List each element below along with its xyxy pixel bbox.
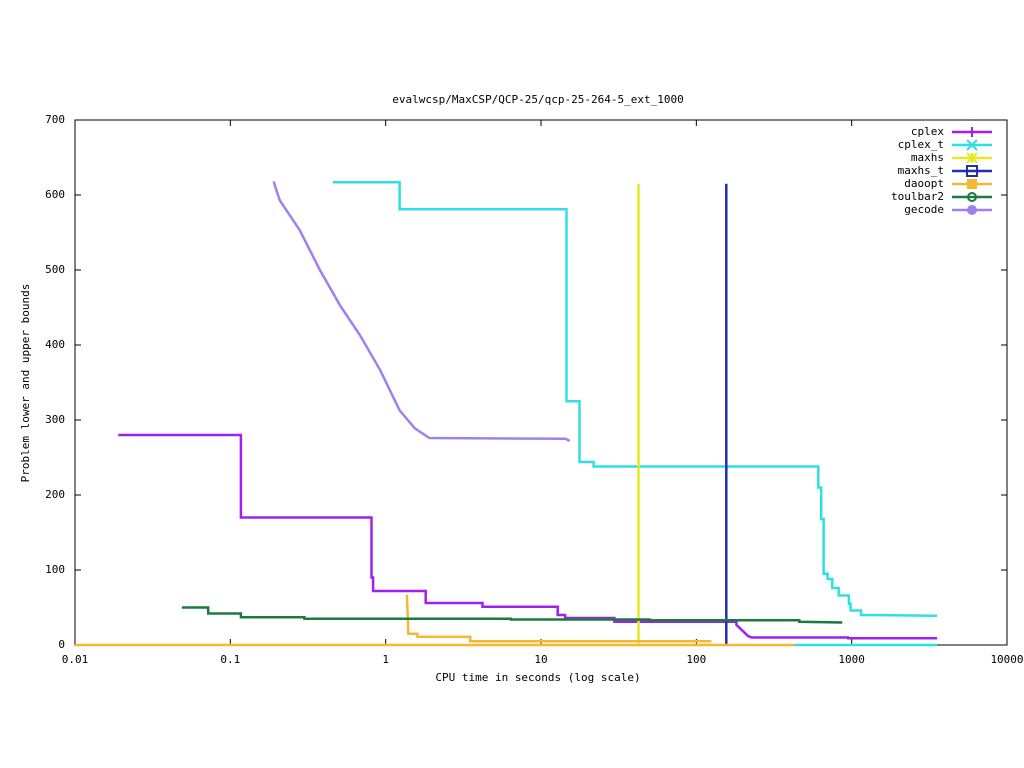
y-tick-label: 400 [45,338,65,351]
legend-label: maxhs [911,151,944,164]
legend-label: daoopt [904,177,944,190]
legend-marker [967,192,977,202]
chart-title: evalwcsp/MaxCSP/QCP-25/qcp-25-264-5_ext_… [392,93,683,106]
legend-marker [966,139,978,151]
series-line [332,181,938,647]
x-tick-label: 100 [686,653,706,666]
legend-label: toulbar2 [891,190,944,203]
y-axis-label: Problem lower and upper bounds [19,284,32,483]
y-tick-label: 700 [45,113,65,126]
legend-label: cplex [911,125,944,138]
legend-label: gecode [904,203,944,216]
legend-marker [967,127,977,137]
y-tick-label: 600 [45,188,65,201]
y-tick-label: 200 [45,488,65,501]
y-tick-label: 300 [45,413,65,426]
legend-label: cplex_t [898,138,944,151]
series-line [272,181,571,443]
legend-marker [966,165,978,177]
x-tick-label: 10000 [990,653,1023,666]
series-line [118,433,938,640]
legend-marker [966,152,978,164]
y-tick-label: 500 [45,263,65,276]
series-line [75,594,795,647]
x-tick-label: 1000 [838,653,865,666]
series-line [181,606,843,624]
legend-marker [967,205,977,215]
x-axis-label: CPU time in seconds (log scale) [435,671,640,684]
y-tick-label: 0 [58,638,65,651]
x-tick-label: 1 [382,653,389,666]
legend-label: maxhs_t [898,164,944,177]
x-tick-label: 10 [534,653,547,666]
y-tick-label: 100 [45,563,65,576]
x-tick-label: 0.01 [62,653,89,666]
legend-marker [967,179,977,189]
x-tick-label: 0.1 [220,653,240,666]
